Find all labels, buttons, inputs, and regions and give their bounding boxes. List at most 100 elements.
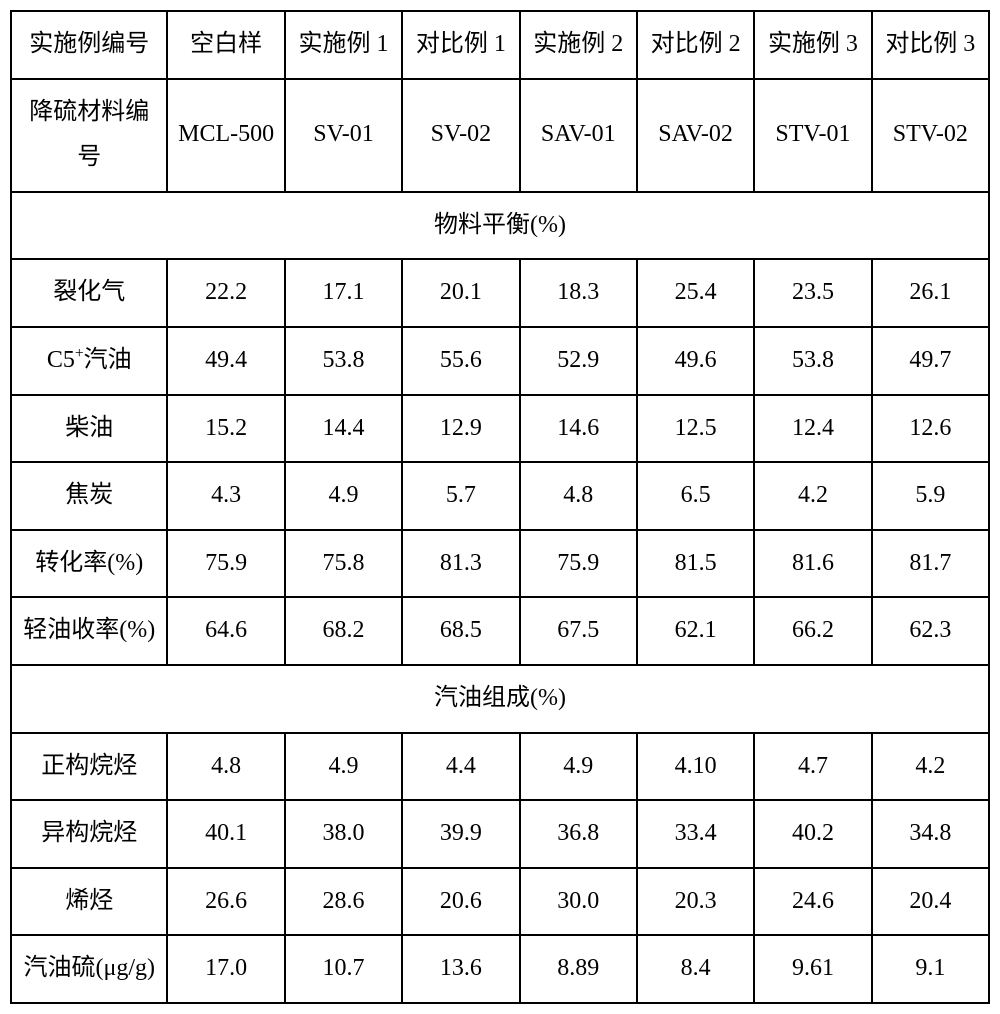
table-row: 焦炭 4.3 4.9 5.7 4.8 6.5 4.2 5.9 [11,462,989,530]
table-row: C5+汽油 49.4 53.8 55.6 52.9 49.6 53.8 49.7 [11,327,989,395]
row-label: 轻油收率(%) [11,597,167,665]
cell: 81.6 [754,530,871,598]
row-label: 异构烷烃 [11,800,167,868]
cell: 12.9 [402,395,519,463]
row-label: 实施例编号 [11,11,167,79]
table-row: 汽油硫(μg/g) 17.0 10.7 13.6 8.89 8.4 9.61 9… [11,935,989,1003]
cell: 4.9 [520,733,637,801]
cell: 4.3 [167,462,284,530]
cell: 66.2 [754,597,871,665]
material-code: STV-01 [754,79,871,192]
cell: 8.89 [520,935,637,1003]
header-row-1: 实施例编号 空白样 实施例 1 对比例 1 实施例 2 对比例 2 实施例 3 … [11,11,989,79]
table-row: 柴油 15.2 14.4 12.9 14.6 12.5 12.4 12.6 [11,395,989,463]
cell: 49.4 [167,327,284,395]
cell: 8.4 [637,935,754,1003]
cell: 62.3 [872,597,989,665]
cell: 30.0 [520,868,637,936]
cell: 12.4 [754,395,871,463]
row-label: 烯烃 [11,868,167,936]
table-row: 烯烃 26.6 28.6 20.6 30.0 20.3 24.6 20.4 [11,868,989,936]
row-label: 转化率(%) [11,530,167,598]
cell: 20.4 [872,868,989,936]
table-row: 转化率(%) 75.9 75.8 81.3 75.9 81.5 81.6 81.… [11,530,989,598]
cell: 4.9 [285,462,402,530]
cell: 5.7 [402,462,519,530]
data-table: 实施例编号 空白样 实施例 1 对比例 1 实施例 2 对比例 2 实施例 3 … [10,10,990,1004]
material-code: SAV-02 [637,79,754,192]
cell: 67.5 [520,597,637,665]
col-header: 实施例 3 [754,11,871,79]
cell: 55.6 [402,327,519,395]
cell: 81.7 [872,530,989,598]
row-label: 裂化气 [11,259,167,327]
col-header: 对比例 1 [402,11,519,79]
cell: 38.0 [285,800,402,868]
cell: 40.1 [167,800,284,868]
cell: 28.6 [285,868,402,936]
cell: 40.2 [754,800,871,868]
section-header: 汽油组成(%) [11,665,989,733]
section-header: 物料平衡(%) [11,192,989,260]
cell: 23.5 [754,259,871,327]
cell: 22.2 [167,259,284,327]
cell: 26.1 [872,259,989,327]
material-code: SV-02 [402,79,519,192]
cell: 64.6 [167,597,284,665]
row-label: 降硫材料编号 [11,79,167,192]
cell: 4.9 [285,733,402,801]
cell: 18.3 [520,259,637,327]
cell: 49.7 [872,327,989,395]
cell: 33.4 [637,800,754,868]
cell: 53.8 [754,327,871,395]
cell: 24.6 [754,868,871,936]
cell: 75.9 [520,530,637,598]
cell: 5.9 [872,462,989,530]
cell: 52.9 [520,327,637,395]
cell: 49.6 [637,327,754,395]
cell: 25.4 [637,259,754,327]
material-code: MCL-500 [167,79,284,192]
row-label: 正构烷烃 [11,733,167,801]
section-title: 物料平衡(%) [11,192,989,260]
cell: 53.8 [285,327,402,395]
row-label: 焦炭 [11,462,167,530]
cell: 81.3 [402,530,519,598]
material-code: STV-02 [872,79,989,192]
cell: 4.2 [872,733,989,801]
cell: 36.8 [520,800,637,868]
cell: 81.5 [637,530,754,598]
section-title: 汽油组成(%) [11,665,989,733]
cell: 15.2 [167,395,284,463]
row-label: 柴油 [11,395,167,463]
col-header: 对比例 2 [637,11,754,79]
cell: 17.1 [285,259,402,327]
cell: 6.5 [637,462,754,530]
col-header: 实施例 1 [285,11,402,79]
cell: 34.8 [872,800,989,868]
table-row: 轻油收率(%) 64.6 68.2 68.5 67.5 62.1 66.2 62… [11,597,989,665]
cell: 20.1 [402,259,519,327]
header-row-2: 降硫材料编号 MCL-500 SV-01 SV-02 SAV-01 SAV-02… [11,79,989,192]
cell: 39.9 [402,800,519,868]
cell: 17.0 [167,935,284,1003]
col-header: 实施例 2 [520,11,637,79]
cell: 14.4 [285,395,402,463]
cell: 4.7 [754,733,871,801]
cell: 4.4 [402,733,519,801]
cell: 13.6 [402,935,519,1003]
cell: 4.10 [637,733,754,801]
cell: 68.2 [285,597,402,665]
cell: 68.5 [402,597,519,665]
cell: 14.6 [520,395,637,463]
cell: 62.1 [637,597,754,665]
cell: 4.8 [167,733,284,801]
cell: 12.5 [637,395,754,463]
cell: 20.6 [402,868,519,936]
table-row: 裂化气 22.2 17.1 20.1 18.3 25.4 23.5 26.1 [11,259,989,327]
row-label: 汽油硫(μg/g) [11,935,167,1003]
cell: 10.7 [285,935,402,1003]
cell: 4.2 [754,462,871,530]
cell: 9.61 [754,935,871,1003]
table-row: 异构烷烃 40.1 38.0 39.9 36.8 33.4 40.2 34.8 [11,800,989,868]
